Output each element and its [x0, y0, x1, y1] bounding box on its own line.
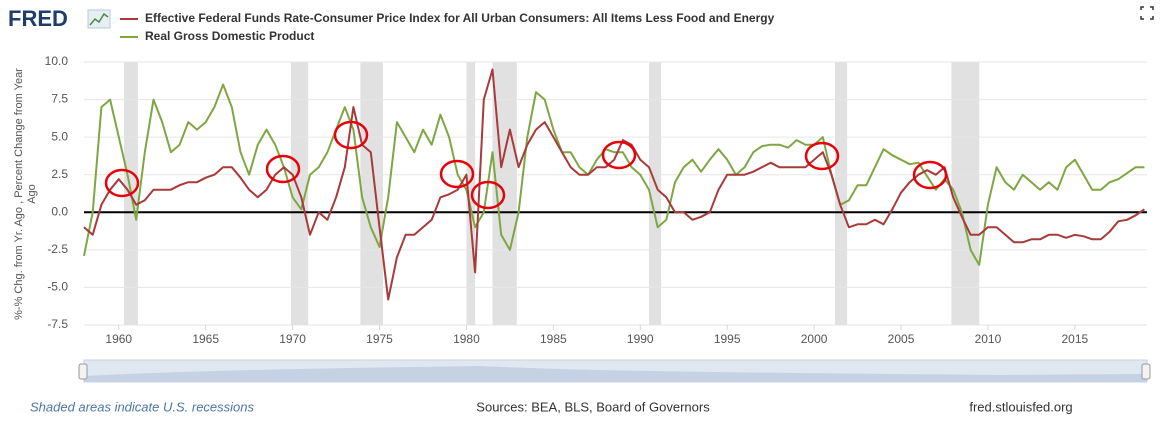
x-tick-label: 1960 [105, 332, 132, 346]
x-tick-label: 1985 [540, 332, 567, 346]
y-tick-label: -2.5 [47, 242, 68, 256]
series-line [83, 83, 1145, 266]
x-tick-label: 1990 [627, 332, 654, 346]
recession-band [951, 62, 980, 325]
y-tick-label: 0.0 [51, 204, 68, 218]
recession-band [834, 62, 848, 325]
x-tick-label: 1975 [366, 332, 393, 346]
logo-icon [87, 9, 111, 29]
navigator[interactable] [78, 359, 1151, 383]
x-tick-label: 1970 [279, 332, 306, 346]
x-tick-label: 2015 [1062, 332, 1089, 346]
recession-band [466, 62, 476, 325]
y-axis-label: %-% Chg. from Yr. Ago , Percent Change f… [13, 68, 38, 320]
x-tick-label: 1965 [192, 332, 219, 346]
x-tick-label: 1995 [714, 332, 741, 346]
y-tick-label: 10.0 [45, 54, 69, 68]
recession-band [360, 62, 383, 325]
y-tick-label: 7.5 [51, 92, 68, 106]
legend-label: Effective Federal Funds Rate-Consumer Pr… [145, 11, 775, 25]
fullscreen-icon[interactable] [1140, 6, 1154, 20]
x-tick-label: 2005 [888, 332, 915, 346]
recession-note: Shaded areas indicate U.S. recessions [30, 399, 255, 414]
series-line [83, 68, 1145, 301]
x-tick-label: 2000 [801, 332, 828, 346]
source: Sources: BEA, BLS, Board of Governors [476, 399, 710, 414]
x-tick-label: 2010 [975, 332, 1002, 346]
x-tick-label: 1980 [453, 332, 480, 346]
recession-band [648, 62, 662, 325]
annotation-circles [104, 120, 948, 210]
y-tick-label: -7.5 [47, 317, 68, 331]
logo: FRED [8, 6, 68, 31]
legend-label: Real Gross Domestic Product [145, 29, 314, 43]
y-tick-label: 5.0 [51, 129, 68, 143]
y-tick-label: 2.5 [51, 167, 68, 181]
url[interactable]: fred.stlouisfed.org [969, 399, 1072, 414]
y-tick-label: -5.0 [47, 280, 68, 294]
